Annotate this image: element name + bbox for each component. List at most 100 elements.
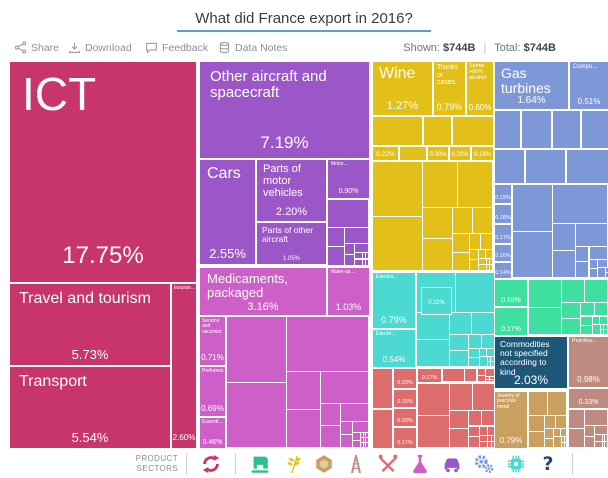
treemap-cell[interactable] xyxy=(452,234,469,252)
treemap-cell[interactable] xyxy=(328,200,368,227)
treemap-cell[interactable] xyxy=(562,280,585,303)
cell-parts-of-motor-vehicles[interactable]: Parts of motor vehicles 2.20% xyxy=(257,160,326,221)
treemap-cell[interactable] xyxy=(450,410,469,429)
treemap-cell[interactable]: 0.14% xyxy=(495,263,511,278)
treemap-cell[interactable] xyxy=(341,435,352,447)
feedback-button[interactable]: Feedback xyxy=(145,41,208,54)
treemap-cell[interactable] xyxy=(592,316,600,324)
treemap-cell[interactable] xyxy=(513,185,552,231)
treemap-cell[interactable] xyxy=(227,317,286,382)
sector-icon-machinery[interactable] xyxy=(471,452,497,476)
treemap-cell[interactable] xyxy=(552,251,575,277)
treemap-cell[interactable] xyxy=(452,207,472,234)
treemap-cell[interactable] xyxy=(363,433,366,438)
treemap-cell[interactable] xyxy=(360,443,363,447)
cell-commodities-not-specified[interactable]: Commodities not specified according to k… xyxy=(495,337,567,388)
cell-serums-vaccines[interactable]: Serums and vaccines 0.71% xyxy=(200,317,225,365)
treemap-cell[interactable] xyxy=(417,312,449,339)
treemap-cell[interactable]: 0.18% xyxy=(495,205,511,223)
treemap-cell[interactable] xyxy=(585,280,607,303)
treemap-cell[interactable] xyxy=(417,339,449,366)
treemap-cell[interactable] xyxy=(472,207,492,234)
treemap-cell[interactable] xyxy=(604,329,607,334)
treemap-cell[interactable] xyxy=(569,410,585,428)
treemap-cell[interactable] xyxy=(366,253,368,259)
treemap-cell[interactable] xyxy=(286,317,368,371)
treemap-cell[interactable] xyxy=(418,416,450,447)
treemap-cell[interactable] xyxy=(355,259,363,265)
cell-electro[interactable]: Electro... 0.79% xyxy=(373,273,415,328)
treemap-cell[interactable]: 0.19% xyxy=(495,185,511,203)
treemap-cell[interactable] xyxy=(424,117,451,145)
sector-icon-chemicals[interactable] xyxy=(407,452,433,476)
treemap-cell[interactable] xyxy=(490,377,494,379)
treemap-cell[interactable]: 0.16% xyxy=(495,245,511,261)
cell-make-up[interactable]: Make-up... 1.03% xyxy=(328,268,369,315)
treemap-cell[interactable] xyxy=(360,433,363,438)
treemap-cell[interactable] xyxy=(481,234,492,249)
treemap-cell[interactable] xyxy=(589,246,607,259)
treemap-cell[interactable] xyxy=(423,239,452,270)
treemap-cell[interactable] xyxy=(449,351,468,366)
treemap-cell[interactable] xyxy=(286,410,321,447)
cell-ict[interactable]: ICT 17.75% xyxy=(10,62,196,282)
treemap-cell[interactable] xyxy=(526,150,565,183)
treemap-cell[interactable] xyxy=(491,361,494,366)
treemap-cell[interactable] xyxy=(452,252,469,270)
treemap-cell[interactable] xyxy=(373,369,392,408)
sector-icon-textiles[interactable] xyxy=(247,452,273,476)
cell-wine[interactable]: Wine 1.27% xyxy=(373,62,432,115)
treemap-cell[interactable]: 0.17% xyxy=(495,308,527,335)
treemap-cell[interactable] xyxy=(352,422,368,433)
treemap-cell[interactable] xyxy=(576,224,607,246)
sector-icon-agriculture[interactable] xyxy=(279,452,305,476)
treemap-cell[interactable] xyxy=(373,162,423,216)
treemap-cell[interactable]: 0.19% xyxy=(472,147,493,160)
treemap-cell[interactable] xyxy=(485,369,494,376)
treemap-cell[interactable]: 0.20% xyxy=(394,390,416,407)
treemap-cell[interactable] xyxy=(485,379,490,381)
treemap-cell[interactable] xyxy=(604,324,607,329)
treemap-cell[interactable] xyxy=(585,437,594,447)
treemap-cell[interactable] xyxy=(449,335,468,351)
treemap-cell[interactable] xyxy=(594,303,607,316)
treemap-cell[interactable] xyxy=(449,312,472,335)
treemap-cell[interactable] xyxy=(495,150,524,183)
treemap-cell[interactable] xyxy=(286,372,321,409)
cell-transport[interactable]: Transport 5.54% xyxy=(10,367,170,448)
treemap-cell[interactable] xyxy=(545,429,554,438)
cell-other-aircraft[interactable]: Other aircraft and spacecraft 7.19% xyxy=(200,62,369,158)
treemap-cell[interactable] xyxy=(581,303,594,316)
treemap-cell[interactable] xyxy=(594,426,607,435)
treemap-cell[interactable] xyxy=(564,437,566,442)
treemap-cell[interactable] xyxy=(456,273,494,312)
treemap-cell[interactable] xyxy=(522,111,551,148)
treemap-cell[interactable] xyxy=(345,243,355,254)
treemap-cell[interactable] xyxy=(562,303,581,319)
treemap-cell[interactable] xyxy=(479,249,486,258)
treemap-cell[interactable] xyxy=(423,207,452,239)
treemap-cell[interactable]: 0.17% xyxy=(394,428,416,448)
treemap-cell[interactable] xyxy=(400,147,426,160)
cell-medicaments[interactable]: Medicaments, packaged 3.16% xyxy=(200,268,326,315)
treemap-cell[interactable] xyxy=(582,111,608,148)
sector-icon-metals[interactable] xyxy=(375,452,401,476)
cell-parts-of-other-aircraft[interactable]: Parts of other aircraft 1.05% xyxy=(257,223,326,264)
treemap-cell[interactable] xyxy=(469,234,481,249)
treemap-cell[interactable] xyxy=(468,335,481,348)
treemap-cell[interactable] xyxy=(562,437,564,442)
treemap-cell[interactable] xyxy=(480,435,487,441)
treemap-cell[interactable] xyxy=(564,442,566,447)
treemap-cell[interactable] xyxy=(479,258,487,264)
treemap-cell[interactable]: 0.22% xyxy=(373,147,398,160)
treemap-cell[interactable] xyxy=(418,384,450,415)
treemap-cell[interactable] xyxy=(606,267,608,272)
cell-essential[interactable]: Essenti... 0.46% xyxy=(200,418,225,448)
cell-perfumes[interactable]: Perfumes 0.69% xyxy=(200,367,225,416)
treemap-cell[interactable] xyxy=(341,403,368,422)
treemap-cell[interactable] xyxy=(345,227,368,243)
treemap-cell[interactable] xyxy=(605,272,607,277)
treemap-cell[interactable] xyxy=(472,384,494,410)
cell-trunks-or-cases[interactable]: Trunks or cases 0.79% xyxy=(434,62,465,115)
treemap-cell[interactable] xyxy=(363,259,366,265)
